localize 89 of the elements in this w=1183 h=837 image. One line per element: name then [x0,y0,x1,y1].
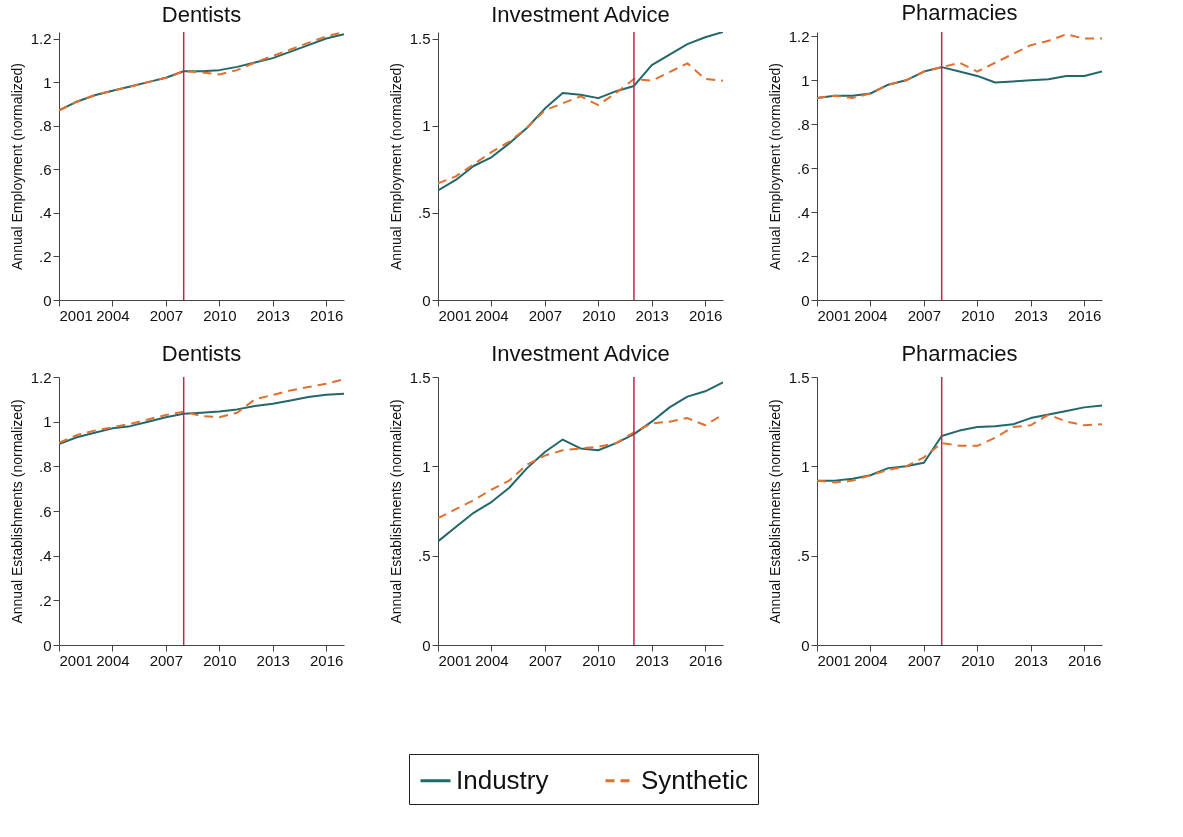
x-tick-label: 2013 [256,306,290,324]
y-tick-label: 0 [43,636,52,654]
x-tick-label: 2007 [149,651,184,669]
y-tick-label: 1.5 [409,368,431,386]
y-tick-label: 1 [43,413,52,431]
x-tick-label: 2004 [854,651,888,669]
y-tick-label: 0 [801,291,810,309]
line-series [59,378,344,444]
x-tick-label: 2013 [1014,306,1048,324]
y-tick-label: 1 [422,117,431,135]
x-tick-label: 2010 [582,306,616,324]
x-tick-label: 2010 [582,651,616,669]
x-tick-label: 2010 [203,651,237,669]
y-tick-label: 1.2 [788,27,810,45]
chart-title: Dentists [161,341,242,366]
x-tick-label: 2001 [438,306,472,324]
y-tick-label: .6 [38,160,52,178]
x-tick-label: 2004 [475,651,509,669]
y-tick-label: 0 [801,636,810,654]
x-tick-label: 2013 [1014,651,1048,669]
y-tick-label: .4 [796,203,810,221]
x-tick-label: 2013 [635,651,669,669]
y-tick-label: 1.2 [30,30,52,48]
y-axis-title: Annual Employment (normalized) [8,63,25,270]
chart-title: Pharmacies [901,0,1018,26]
x-tick-label: 2007 [528,306,563,324]
x-tick-label: 2004 [854,306,888,324]
x-tick-label: 2016 [1068,651,1102,669]
y-tick-label: 0 [422,636,431,654]
y-tick-label: 1.2 [30,368,52,386]
y-tick-label: .4 [38,547,52,565]
y-tick-label: .5 [417,547,431,565]
x-tick-label: 2001 [59,306,93,324]
x-tick-label: 2004 [475,306,509,324]
y-axis-title: Annual Establishments (normalized) [8,399,25,624]
x-tick-label: 2016 [310,306,344,324]
y-tick-label: 1 [801,457,810,475]
y-tick-label: .4 [38,204,52,222]
chart-title: Investment Advice [491,341,670,366]
y-tick-label: 1.5 [788,368,810,386]
x-tick-label: 2013 [635,306,669,324]
legend-label: Synthetic [641,764,748,795]
y-tick-label: 1 [43,73,52,91]
y-tick-label: 1 [422,457,431,475]
y-tick-label: .2 [38,591,52,609]
y-tick-label: 0 [43,291,52,309]
x-tick-label: 2001 [438,651,472,669]
y-tick-label: 1 [801,71,810,89]
x-tick-label: 2001 [817,306,851,324]
line-series [817,33,1102,99]
x-tick-label: 2010 [203,306,237,324]
x-tick-label: 2004 [96,306,130,324]
x-tick-label: 2007 [149,306,184,324]
y-tick-label: .6 [796,159,810,177]
y-axis-title: Annual Establishments (normalized) [766,399,783,624]
y-tick-label: 1.5 [409,30,431,48]
x-tick-label: 2010 [961,651,995,669]
x-tick-label: 2016 [310,651,344,669]
y-tick-label: 0 [422,291,431,309]
x-tick-label: 2004 [96,651,130,669]
y-axis-title: Annual Employment (normalized) [387,63,404,270]
y-tick-label: .6 [38,502,52,520]
x-tick-label: 2010 [961,306,995,324]
y-tick-label: .5 [417,204,431,222]
y-tick-label: .8 [796,115,810,133]
x-tick-label: 2016 [689,306,723,324]
y-axis-title: Annual Establishments (normalized) [387,399,404,624]
x-tick-label: 2016 [689,651,723,669]
x-tick-label: 2007 [907,651,942,669]
x-tick-label: 2016 [1068,306,1102,324]
x-tick-label: 2007 [907,306,942,324]
x-tick-label: 2013 [256,651,290,669]
legend-label: Industry [456,764,549,795]
line-series [438,381,723,543]
y-tick-label: .5 [796,547,810,565]
chart-title: Pharmacies [901,341,1018,366]
chart-title: Dentists [161,2,242,28]
x-tick-label: 2001 [59,651,93,669]
y-tick-label: .8 [38,457,52,475]
line-series [59,392,344,445]
chart-title: Investment Advice [491,2,670,28]
y-axis-title: Annual Employment (normalized) [766,63,783,270]
line-series [438,32,723,192]
x-tick-label: 2007 [528,651,563,669]
y-tick-label: .8 [38,117,52,135]
y-tick-label: .2 [38,247,52,265]
line-series [438,62,723,185]
y-tick-label: .2 [796,247,810,265]
x-tick-label: 2001 [817,651,851,669]
